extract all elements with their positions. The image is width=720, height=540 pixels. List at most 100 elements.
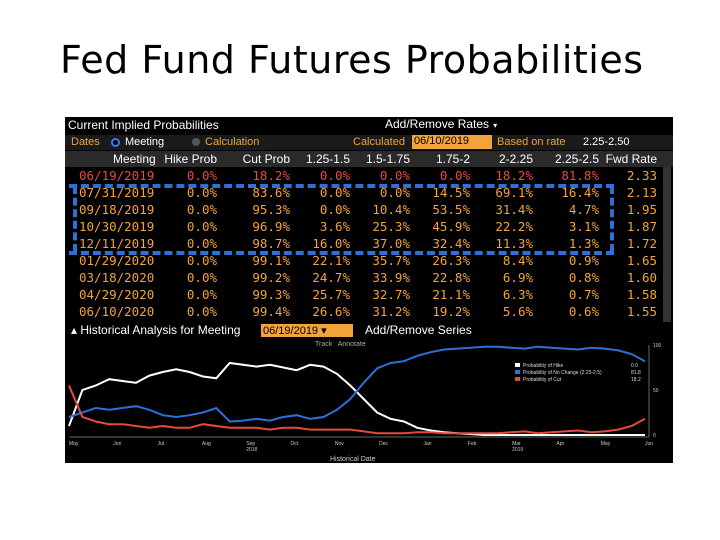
- highlight-dash-left: [73, 186, 77, 252]
- slide-title: Fed Fund Futures Probabilities: [60, 38, 644, 82]
- table-cell: 4.7%: [568, 202, 599, 217]
- calculation-radio[interactable]: [192, 138, 200, 146]
- annotate-button[interactable]: Annotate: [337, 341, 366, 348]
- table-cell: 0.0%: [379, 168, 410, 183]
- table-cell: 25.3%: [372, 219, 410, 234]
- options-bar: Dates Meeting Calculation Calculated Bas…: [65, 135, 673, 150]
- x-tick-label: Feb: [468, 441, 477, 447]
- panel-title: Current Implied Probabilities: [68, 118, 219, 132]
- historical-probability-chart: 100 50 0 Probability of Hike 0.0 Probability …: [68, 343, 662, 463]
- table-cell: 83.6%: [252, 185, 290, 200]
- column-header[interactable]: 1.25-1.5: [305, 152, 350, 166]
- table-cell: 99.4%: [252, 304, 290, 319]
- table-cell: 0.7%: [568, 287, 599, 302]
- table-cell: 0.0%: [319, 202, 350, 217]
- legend-entry: Probability of Hike: [523, 363, 564, 369]
- column-header[interactable]: 2-2.25: [498, 152, 533, 166]
- calculated-date-field[interactable]: 06/10/2019: [412, 135, 492, 149]
- meeting-date-cell: 07/31/2019: [79, 185, 155, 200]
- highlight-dash-right: [610, 186, 614, 252]
- add-remove-series-button[interactable]: Add/Remove Series: [365, 323, 472, 337]
- table-cell: 53.5%: [432, 202, 470, 217]
- table-cell: 99.3%: [252, 287, 290, 302]
- table-cell: 24.7%: [312, 270, 350, 285]
- table-cell: 2.33: [626, 168, 657, 183]
- table-cell: 1.95: [626, 202, 657, 217]
- table-cell: 0.0%: [186, 185, 217, 200]
- based-on-rate-label: Based on rate: [497, 136, 566, 148]
- table-cell: 0.0%: [186, 236, 217, 251]
- table-row[interactable]: 06/10/2020 0.0% 99.4% 26.6% 31.2% 19.2% 5.6% 0.…: [65, 303, 673, 320]
- table-row[interactable]: 06/19/2019 0.0% 18.2% 0.0% 0.0% 0.0% 18.2% 81.8…: [65, 167, 673, 184]
- legend-swatch: [515, 377, 520, 381]
- table-cell: 6.3%: [502, 287, 533, 302]
- collapse-icon[interactable]: ▴: [71, 323, 81, 337]
- table-row[interactable]: 03/18/2020 0.0% 99.2% 24.7% 33.9% 22.8% 6.9% 0.…: [65, 269, 673, 286]
- x-tick-label: Jun: [113, 441, 121, 447]
- table-cell: 22.2%: [495, 219, 533, 234]
- table-cell: 19.2%: [432, 304, 470, 319]
- table-cell: 11.3%: [495, 236, 533, 251]
- meeting-radio[interactable]: [111, 138, 120, 147]
- table-cell: 22.1%: [312, 253, 350, 268]
- calculation-label: Calculation: [205, 136, 260, 148]
- column-header[interactable]: Fwd Rate: [605, 152, 657, 166]
- table-row[interactable]: 12/11/2019 0.0% 98.7% 16.0% 37.0% 32.4% 11.3% 1…: [65, 235, 673, 252]
- table-cell: 0.8%: [568, 270, 599, 285]
- historical-meeting-date-field[interactable]: 06/19/2019 ▾: [261, 324, 353, 337]
- table-cell: 16.4%: [561, 185, 599, 200]
- table-cell: 0.0%: [186, 168, 217, 183]
- table-cell: 31.2%: [372, 304, 410, 319]
- table-cell: 2.13: [626, 185, 657, 200]
- historical-title: ▴ Historical Analysis for Meeting: [71, 323, 240, 337]
- x-tick-label: Nov: [335, 441, 344, 447]
- legend-last-value: 0.0: [631, 363, 638, 369]
- x-tick-label: Jan: [423, 441, 431, 447]
- x-tick-label: May: [69, 441, 79, 447]
- track-button[interactable]: Track: [315, 341, 333, 348]
- meeting-date-cell: 12/11/2019: [79, 236, 155, 251]
- table-cell: 8.4%: [502, 253, 533, 268]
- column-header[interactable]: Hike Prob: [164, 152, 217, 166]
- meeting-date-cell: 09/18/2019: [79, 202, 155, 217]
- add-remove-rates-label: Add/Remove Rates: [385, 117, 490, 131]
- table-cell: 1.58: [626, 287, 657, 302]
- historical-title-text: Historical Analysis for Meeting: [80, 323, 241, 337]
- column-header[interactable]: 2.25-2.5: [554, 152, 599, 166]
- table-cell: 6.9%: [502, 270, 533, 285]
- highlight-dash-bottom: [69, 251, 614, 255]
- table-cell: 0.0%: [439, 168, 470, 183]
- column-header[interactable]: 1.5-1.75: [365, 152, 410, 166]
- column-header[interactable]: Cut Prob: [242, 152, 290, 166]
- table-cell: 69.1%: [495, 185, 533, 200]
- bloomberg-terminal-panel: Current Implied Probabilities Add/Remove…: [65, 117, 673, 463]
- historical-header-bar: ▴ Historical Analysis for Meeting: [65, 323, 673, 339]
- y-tick-label: 100: [653, 343, 662, 349]
- table-cell: 26.3%: [432, 253, 470, 268]
- x-tick-label: Mar: [512, 441, 521, 447]
- column-header[interactable]: Meeting: [113, 152, 156, 166]
- table-cell: 1.87: [626, 219, 657, 234]
- x-tick-label: Jul: [158, 441, 164, 447]
- meeting-date-cell: 04/29/2020: [79, 287, 155, 302]
- column-header[interactable]: 1.75-2: [435, 152, 470, 166]
- y-tick-label: 0: [653, 433, 656, 439]
- table-row[interactable]: 04/29/2020 0.0% 99.3% 25.7% 32.7% 21.1% 6.3% 0.…: [65, 286, 673, 303]
- meeting-date-cell: 10/30/2019: [79, 219, 155, 234]
- add-remove-rates-button[interactable]: Add/Remove Rates ▾: [385, 117, 497, 131]
- x-tick-label: Dec: [379, 441, 388, 447]
- table-cell: 0.6%: [568, 304, 599, 319]
- table-cell: 0.0%: [186, 202, 217, 217]
- table-row[interactable]: 01/29/2020 0.0% 99.1% 22.1% 35.7% 26.3% 8.4% 0.…: [65, 252, 673, 269]
- table-scrollbar[interactable]: [663, 167, 671, 322]
- table-row[interactable]: 10/30/2019 0.0% 96.9% 3.6% 25.3% 45.9% 22.2% 3.…: [65, 218, 673, 235]
- table-cell: 1.3%: [568, 236, 599, 251]
- x-tick-label: Jun: [645, 441, 653, 447]
- calculated-label: Calculated: [353, 136, 405, 148]
- x-tick-label: Oct: [291, 441, 299, 447]
- table-row[interactable]: 07/31/2019 0.0% 83.6% 0.0% 0.0% 14.5% 69.1% 16.…: [65, 184, 673, 201]
- table-header-row: Meeting Hike Prob Cut Prob 1.25-1.5 1.5-1.75…: [65, 151, 673, 167]
- table-row[interactable]: 09/18/2019 0.0% 95.3% 0.0% 10.4% 53.5% 31.4% 4.…: [65, 201, 673, 218]
- table-cell: 10.4%: [372, 202, 410, 217]
- table-cell: 0.0%: [186, 219, 217, 234]
